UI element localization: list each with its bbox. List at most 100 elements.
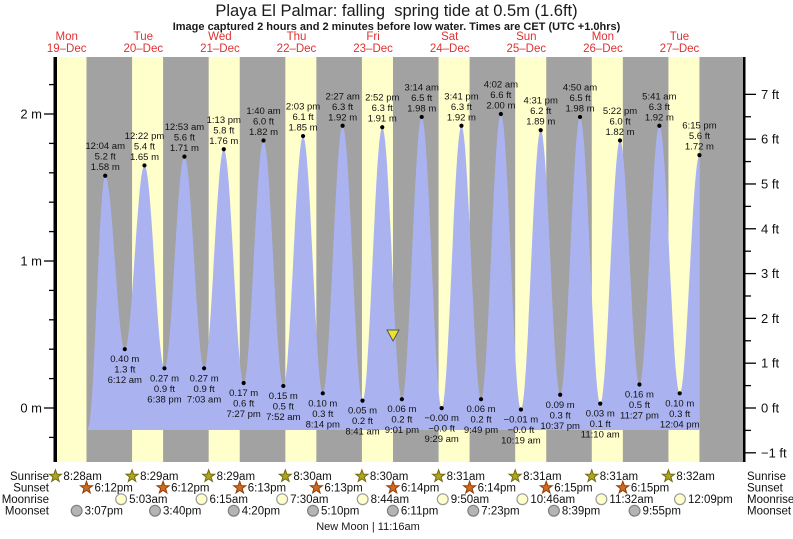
high-tide-label: 6.0 ft: [609, 116, 630, 127]
low-tide-label: 0.2 ft: [391, 415, 412, 426]
moonrise-disc-icon: [595, 493, 608, 506]
moonset-disc-icon: [467, 504, 480, 517]
astro-row-label-right: Sunrise: [747, 471, 786, 483]
astro-event-time: 5:03am: [129, 494, 167, 506]
sunset-star-icon: [155, 479, 171, 495]
tide-extreme-dot: [459, 123, 464, 128]
sunrise-star-icon: [277, 468, 293, 483]
astro-event-time: 6:15pm: [631, 483, 669, 495]
tide-extreme-dot: [617, 138, 623, 143]
astro-event-time: 9:55pm: [643, 506, 681, 518]
low-tide-label: 0.9 ft: [154, 384, 175, 395]
tide-extreme-dot: [142, 163, 147, 168]
high-tide-label: 1.82 m: [606, 127, 635, 138]
tide-extreme-dot: [221, 147, 226, 152]
low-tide-label: 0.16 m: [625, 389, 654, 400]
tide-extreme-dot: [558, 392, 563, 397]
tide-extreme-dot: [419, 114, 424, 120]
high-tide-label: 6.1 ft: [292, 112, 313, 123]
high-tide-label: 1.82 m: [249, 127, 278, 138]
day-name-label: Tue: [134, 31, 153, 43]
astro-event-time: 8:31am: [447, 471, 485, 483]
tide-extreme-dot: [320, 391, 325, 396]
astro-event-time: 6:15am: [210, 494, 248, 506]
tide-extreme-dot: [478, 397, 484, 402]
tide-extreme-dot: [300, 133, 306, 139]
astro-row-label-left: Moonset: [5, 506, 50, 518]
astro-event-time: 6:14pm: [478, 483, 516, 495]
tide-extreme-dot: [182, 154, 187, 159]
astro-event-time: 6:15pm: [554, 483, 592, 495]
high-tide-label: 6.3 ft: [332, 102, 353, 113]
high-tide-label: 1.72 m: [685, 142, 714, 153]
high-tide-label: 1.98 m: [566, 103, 595, 114]
low-tide-label: 0.9 ft: [194, 384, 215, 395]
low-tide-label: 0.27 m: [150, 373, 179, 384]
tide-extreme-dot: [657, 123, 662, 128]
low-tide-label: 7:27 pm: [227, 409, 261, 420]
high-tide-label: 1.92 m: [328, 112, 357, 123]
sunset-star-icon: [462, 479, 478, 495]
day-date-label: 21–Dec: [200, 43, 240, 55]
high-tide-label: 5.2 ft: [95, 152, 116, 163]
tide-extreme-dot: [103, 173, 108, 178]
high-tide-label: 12:53 am: [165, 122, 205, 133]
sunset-star-icon: [538, 479, 554, 495]
high-tide-label: 3:14 am: [405, 82, 439, 93]
low-tide-label: −0.0 ft: [508, 425, 535, 436]
day-name-label: Mon: [56, 31, 78, 43]
tide-extreme-dot: [241, 380, 246, 386]
tide-extreme-dot: [202, 366, 207, 371]
astro-row-label-left: Sunset: [13, 483, 50, 495]
right-axis-label: 4 ft: [761, 221, 779, 236]
astro-event-time: 12:09pm: [688, 494, 733, 506]
moonrise-disc-icon: [115, 493, 128, 506]
low-tide-label: 0.27 m: [190, 373, 219, 384]
tide-extreme-dot: [598, 401, 603, 406]
high-tide-label: 1.76 m: [209, 136, 238, 147]
astro-rows: Sunrise Sunrise 8:28am 8:29am 8:29am 8:30am 8:…: [2, 468, 793, 518]
tide-extreme-dot: [122, 347, 127, 352]
moonset-disc-icon: [306, 504, 319, 517]
high-tide-label: 4:31 pm: [524, 96, 558, 107]
astro-event-time: 8:44am: [371, 494, 409, 506]
low-tide-label: 8:41 am: [345, 427, 379, 438]
sunrise-star-icon: [507, 468, 523, 483]
low-tide-label: 6:12 am: [108, 375, 142, 386]
low-tide-label: 0.15 m: [269, 391, 298, 402]
low-tide-label: 10:37 pm: [540, 421, 580, 432]
day-name-label: Thu: [287, 31, 307, 43]
astro-event-time: 10:46am: [530, 494, 575, 506]
high-tide-label: 2:52 pm: [365, 93, 399, 104]
low-tide-label: 0.2 ft: [470, 415, 491, 426]
axes: 0 m 1 m 2 m −1 ft 0 ft 1 ft 2 ft 3 ft 4 ft 5 ft 6 …: [20, 57, 787, 462]
tide-extreme-dot: [380, 125, 385, 130]
high-tide-label: 12:04 am: [85, 141, 125, 152]
low-tide-label: 0.10 m: [308, 398, 337, 409]
high-tide-label: 1.89 m: [526, 117, 555, 128]
low-tide-label: 8:14 pm: [306, 419, 340, 430]
astro-event-time: 8:28am: [63, 471, 101, 483]
low-tide-label: 0.06 m: [467, 404, 496, 415]
high-tide-label: 12:22 pm: [125, 131, 165, 142]
astro-event-time: 8:31am: [523, 471, 561, 483]
low-tide-label: 0.3 ft: [669, 409, 690, 420]
high-tide-label: 1:13 pm: [207, 115, 241, 126]
right-axis-label: 5 ft: [761, 176, 779, 191]
high-tide-label: 4:50 am: [563, 82, 597, 93]
astro-event-time: 5:10pm: [321, 506, 359, 518]
astro-event-time: 8:32am: [676, 471, 714, 483]
low-tide-label: 0.10 m: [665, 398, 694, 409]
moonset-disc-icon: [227, 504, 240, 517]
high-tide-label: 4:02 am: [484, 80, 518, 91]
astro-event-time: 7:23pm: [481, 506, 519, 518]
astro-event-time: 3:07pm: [85, 506, 123, 518]
astro-event-time: 8:29am: [217, 471, 255, 483]
moonrise-disc-icon: [516, 493, 529, 506]
low-tide-label: 6:38 pm: [147, 394, 181, 405]
sunset-star-icon: [385, 479, 401, 495]
tide-extreme-dot: [498, 111, 503, 117]
moonset-disc-icon: [149, 504, 162, 517]
moonrise-disc-icon: [356, 493, 369, 506]
